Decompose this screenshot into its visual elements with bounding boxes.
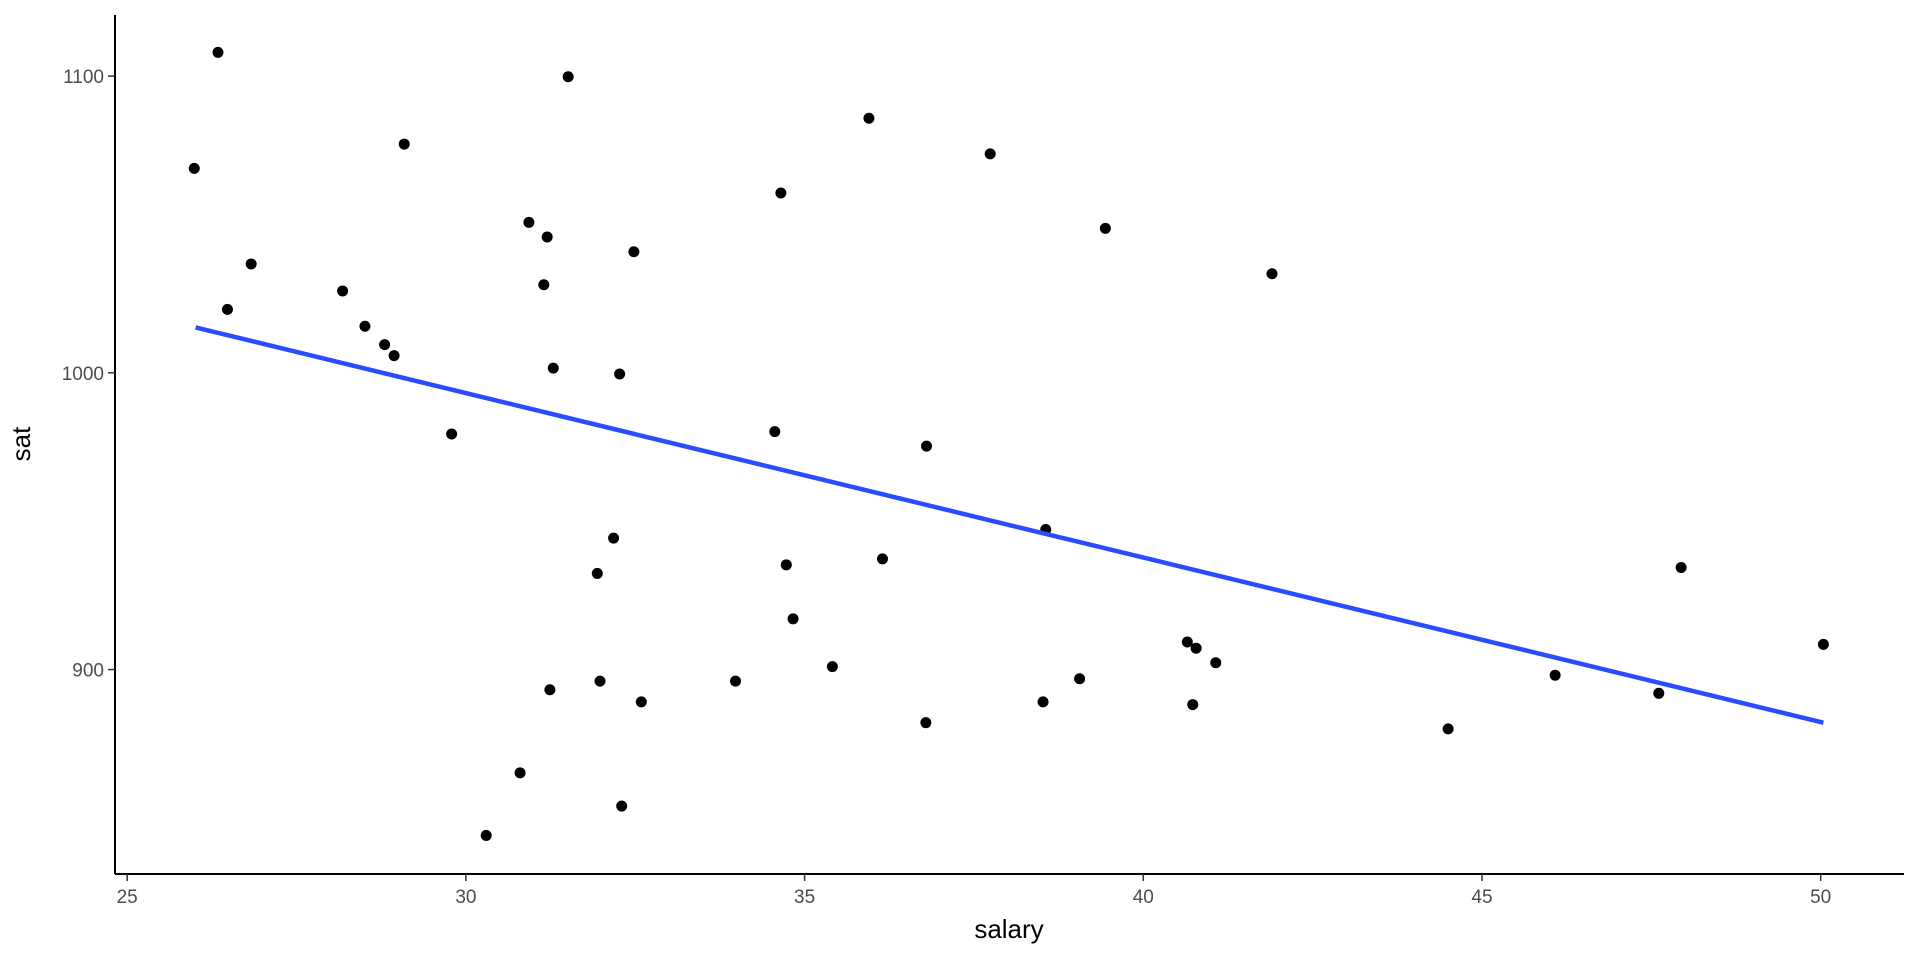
- point: [921, 440, 933, 452]
- point: [188, 162, 200, 174]
- point: [480, 829, 492, 841]
- point: [541, 231, 553, 243]
- point: [614, 368, 626, 380]
- point: [775, 187, 787, 199]
- y-tick-label: 900: [72, 661, 104, 682]
- point: [1099, 222, 1111, 234]
- y-axis-title: sat: [6, 426, 36, 461]
- point: [863, 112, 875, 124]
- x-axis-title: salary: [974, 914, 1043, 944]
- point: [446, 428, 458, 440]
- y-tick-label: 1000: [62, 364, 104, 385]
- point: [1181, 636, 1193, 648]
- point: [608, 532, 620, 544]
- point: [591, 567, 603, 579]
- point: [1074, 673, 1086, 685]
- point: [594, 675, 606, 687]
- point: [523, 216, 535, 228]
- point: [547, 362, 559, 374]
- point: [616, 800, 628, 812]
- x-tick-label: 40: [1133, 887, 1154, 908]
- point: [1037, 696, 1049, 708]
- point: [379, 339, 391, 351]
- point: [984, 148, 996, 160]
- x-tick-label: 25: [117, 887, 138, 908]
- point: [1187, 699, 1199, 711]
- point: [514, 767, 526, 779]
- point: [1266, 268, 1278, 280]
- point: [628, 246, 640, 258]
- point: [1549, 669, 1561, 681]
- point: [920, 717, 932, 729]
- point: [1817, 638, 1829, 650]
- point: [1675, 561, 1687, 573]
- y-tick-label: 1100: [63, 67, 104, 88]
- point: [562, 71, 574, 83]
- point: [398, 138, 410, 150]
- point: [635, 696, 647, 708]
- point: [876, 553, 888, 565]
- point: [780, 559, 792, 571]
- point: [388, 350, 400, 362]
- point: [359, 320, 371, 332]
- x-tick-label: 45: [1471, 887, 1492, 908]
- point: [1190, 642, 1202, 654]
- point: [1210, 657, 1222, 669]
- point: [826, 661, 838, 673]
- fit-line: [195, 325, 1824, 725]
- point: [337, 285, 349, 297]
- point: [544, 684, 556, 696]
- point: [1653, 687, 1665, 699]
- point: [769, 426, 781, 438]
- point: [787, 613, 799, 625]
- point: [221, 303, 233, 315]
- point: [1442, 723, 1454, 735]
- point: [538, 279, 550, 291]
- x-tick-label: 30: [455, 887, 476, 908]
- x-tick-label: 50: [1810, 887, 1831, 908]
- point: [245, 258, 257, 270]
- x-tick-label: 35: [794, 887, 815, 908]
- point: [729, 675, 741, 687]
- point: [212, 46, 224, 58]
